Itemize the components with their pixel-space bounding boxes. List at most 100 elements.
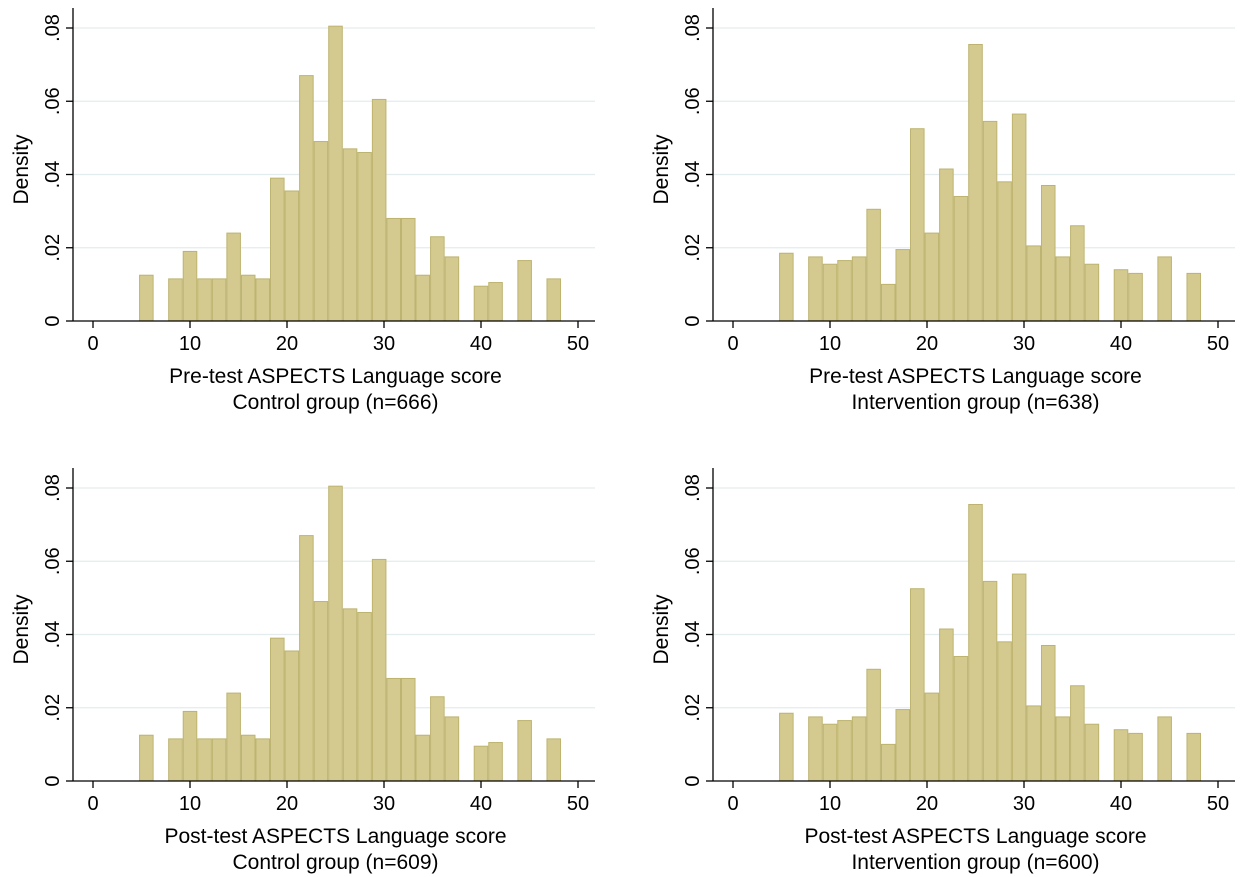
histogram-bar [313, 601, 329, 782]
x-tick-label: 40 [1110, 793, 1132, 815]
histogram-bar [240, 274, 256, 322]
histogram-bar [240, 734, 256, 782]
histogram-bar [415, 734, 431, 782]
histogram-bar [1055, 716, 1071, 782]
histogram-bar [400, 217, 416, 322]
y-tick-label: .08 [42, 474, 64, 502]
histogram-bar [924, 232, 940, 322]
histogram-bar [1026, 705, 1041, 782]
histogram-bar [837, 260, 852, 322]
x-tick-label: 0 [727, 333, 738, 355]
histogram-bar [342, 148, 358, 322]
x-tick-label: 40 [1110, 333, 1132, 355]
x-tick-label: 20 [916, 793, 938, 815]
histogram-bar [1084, 723, 1100, 782]
histogram-bar [226, 232, 241, 322]
x-tick-label: 50 [1207, 333, 1229, 355]
histogram-bar [1040, 644, 1056, 782]
histogram-bar [1113, 269, 1129, 322]
x-tick-label: 30 [373, 793, 395, 815]
histogram-bar [299, 75, 314, 322]
x-tick-label: 30 [373, 333, 395, 355]
histogram-bar [880, 283, 896, 322]
histogram-bar [822, 263, 838, 322]
histogram-bar [1011, 113, 1027, 322]
histogram-bar [371, 558, 387, 782]
histogram-bar [357, 152, 372, 322]
x-tick-label: 40 [470, 333, 492, 355]
histogram-bar [328, 485, 343, 782]
x-tick-label: 0 [727, 793, 738, 815]
y-tick-label: .02 [42, 694, 64, 722]
histogram-bar [1157, 256, 1172, 322]
histogram-bar [1113, 729, 1129, 782]
histogram-bar [939, 168, 954, 322]
histogram-bar [997, 641, 1012, 782]
histogram-bar [255, 278, 271, 322]
histogram-bar [1186, 272, 1202, 322]
x-tick-label: 10 [179, 333, 201, 355]
histogram-bar [997, 181, 1012, 322]
histogram-bar [255, 738, 271, 782]
panel-subtitle: Control group (n=666) [232, 391, 438, 414]
histogram-bar [168, 738, 183, 782]
histogram-bar [968, 43, 983, 322]
y-tick-label: .06 [682, 547, 704, 575]
x-tick-label: 30 [1013, 333, 1035, 355]
y-tick-label: .08 [682, 474, 704, 502]
histogram-bar [284, 650, 300, 782]
histogram-bar [270, 177, 285, 322]
histogram-bar [866, 668, 881, 782]
panel-subtitle: Intervention group (n=600) [851, 851, 1099, 874]
panel-pre-control: 0 .02 .04 .06 .08 0 10 20 30 40 50 Density Pre-test … [10, 8, 595, 414]
panel-subtitle: Control group (n=609) [232, 851, 438, 874]
histogram-bar [910, 588, 925, 782]
histogram-bar [197, 278, 212, 322]
histogram-bar [211, 278, 227, 322]
histogram-bar [371, 98, 387, 322]
histogram-bar [895, 709, 911, 782]
histogram-bar [313, 141, 329, 322]
histogram-bar [808, 716, 823, 782]
histogram-bar [488, 742, 503, 782]
histogram-bar [444, 716, 460, 782]
histogram-bar [1055, 256, 1071, 322]
y-axis-title: Density [650, 134, 673, 205]
x-axis-title: Post-test ASPECTS Language score [804, 825, 1146, 848]
histogram-bar [924, 692, 940, 782]
histogram-bar [1157, 716, 1172, 782]
histogram-bar [386, 677, 401, 782]
histogram-bar [430, 696, 445, 782]
y-tick-label: .04 [42, 161, 64, 189]
x-axis-title: Pre-test ASPECTS Language score [169, 365, 502, 388]
histogram-bar [415, 274, 431, 322]
histogram-bar [1011, 573, 1027, 782]
y-tick-label: .04 [682, 621, 704, 649]
panel-post-control: 0 .02 .04 .06 .08 0 10 20 30 40 50 Density Post-test… [10, 468, 595, 874]
histogram-bar [182, 710, 198, 782]
histogram-bar [1026, 245, 1041, 322]
y-tick-label: .06 [42, 547, 64, 575]
histogram-bar [168, 278, 183, 322]
histogram-bar [1070, 225, 1085, 322]
histogram-bar [779, 252, 794, 322]
y-axis-title: Density [10, 594, 33, 665]
histogram-bar [1084, 263, 1100, 322]
y-tick-label: 0 [42, 775, 64, 786]
histogram-bar [444, 256, 460, 322]
y-tick-label: 0 [682, 775, 704, 786]
histogram-bar [1070, 685, 1085, 782]
histogram-bar [197, 738, 212, 782]
histogram-bar [1128, 732, 1143, 782]
histogram-bar [139, 734, 154, 782]
histogram-bar [342, 608, 358, 782]
histogram-bar [517, 720, 532, 782]
y-tick-label: .04 [42, 621, 64, 649]
y-tick-label: .02 [682, 694, 704, 722]
histogram-bar [139, 274, 154, 322]
x-tick-label: 50 [1207, 793, 1229, 815]
x-axis-title: Post-test ASPECTS Language score [164, 825, 506, 848]
histogram-bar [211, 738, 227, 782]
histogram-bar [953, 655, 969, 782]
